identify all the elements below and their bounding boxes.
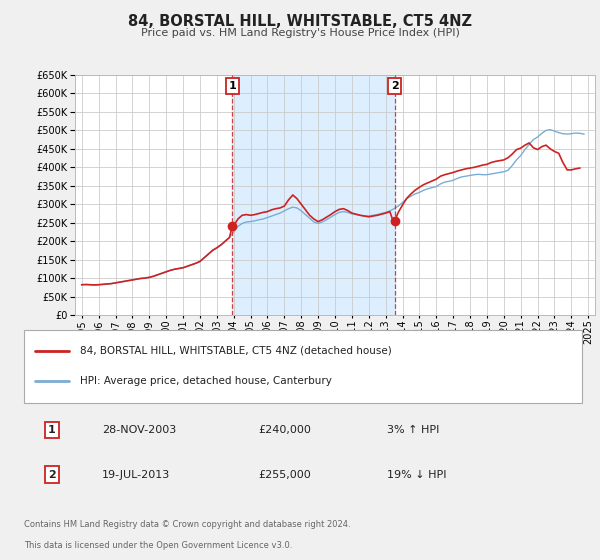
Text: £240,000: £240,000 (259, 425, 311, 435)
Text: £255,000: £255,000 (259, 470, 311, 479)
Text: 19-JUL-2013: 19-JUL-2013 (102, 470, 170, 479)
Text: This data is licensed under the Open Government Licence v3.0.: This data is licensed under the Open Gov… (24, 541, 292, 550)
FancyBboxPatch shape (24, 330, 582, 403)
Text: Contains HM Land Registry data © Crown copyright and database right 2024.: Contains HM Land Registry data © Crown c… (24, 520, 350, 529)
Text: HPI: Average price, detached house, Canterbury: HPI: Average price, detached house, Cant… (80, 376, 332, 386)
Bar (232, 75, 395, 315)
Text: 28-NOV-2003: 28-NOV-2003 (102, 425, 176, 435)
Text: 2: 2 (48, 470, 56, 479)
Text: Price paid vs. HM Land Registry's House Price Index (HPI): Price paid vs. HM Land Registry's House … (140, 28, 460, 38)
Text: 84, BORSTAL HILL, WHITSTABLE, CT5 4NZ: 84, BORSTAL HILL, WHITSTABLE, CT5 4NZ (128, 14, 472, 29)
Text: 1: 1 (48, 425, 56, 435)
Text: 2: 2 (391, 81, 398, 91)
Text: 19% ↓ HPI: 19% ↓ HPI (387, 470, 446, 479)
Text: 3% ↑ HPI: 3% ↑ HPI (387, 425, 439, 435)
Text: 84, BORSTAL HILL, WHITSTABLE, CT5 4NZ (detached house): 84, BORSTAL HILL, WHITSTABLE, CT5 4NZ (d… (80, 346, 392, 356)
Text: 1: 1 (229, 81, 236, 91)
